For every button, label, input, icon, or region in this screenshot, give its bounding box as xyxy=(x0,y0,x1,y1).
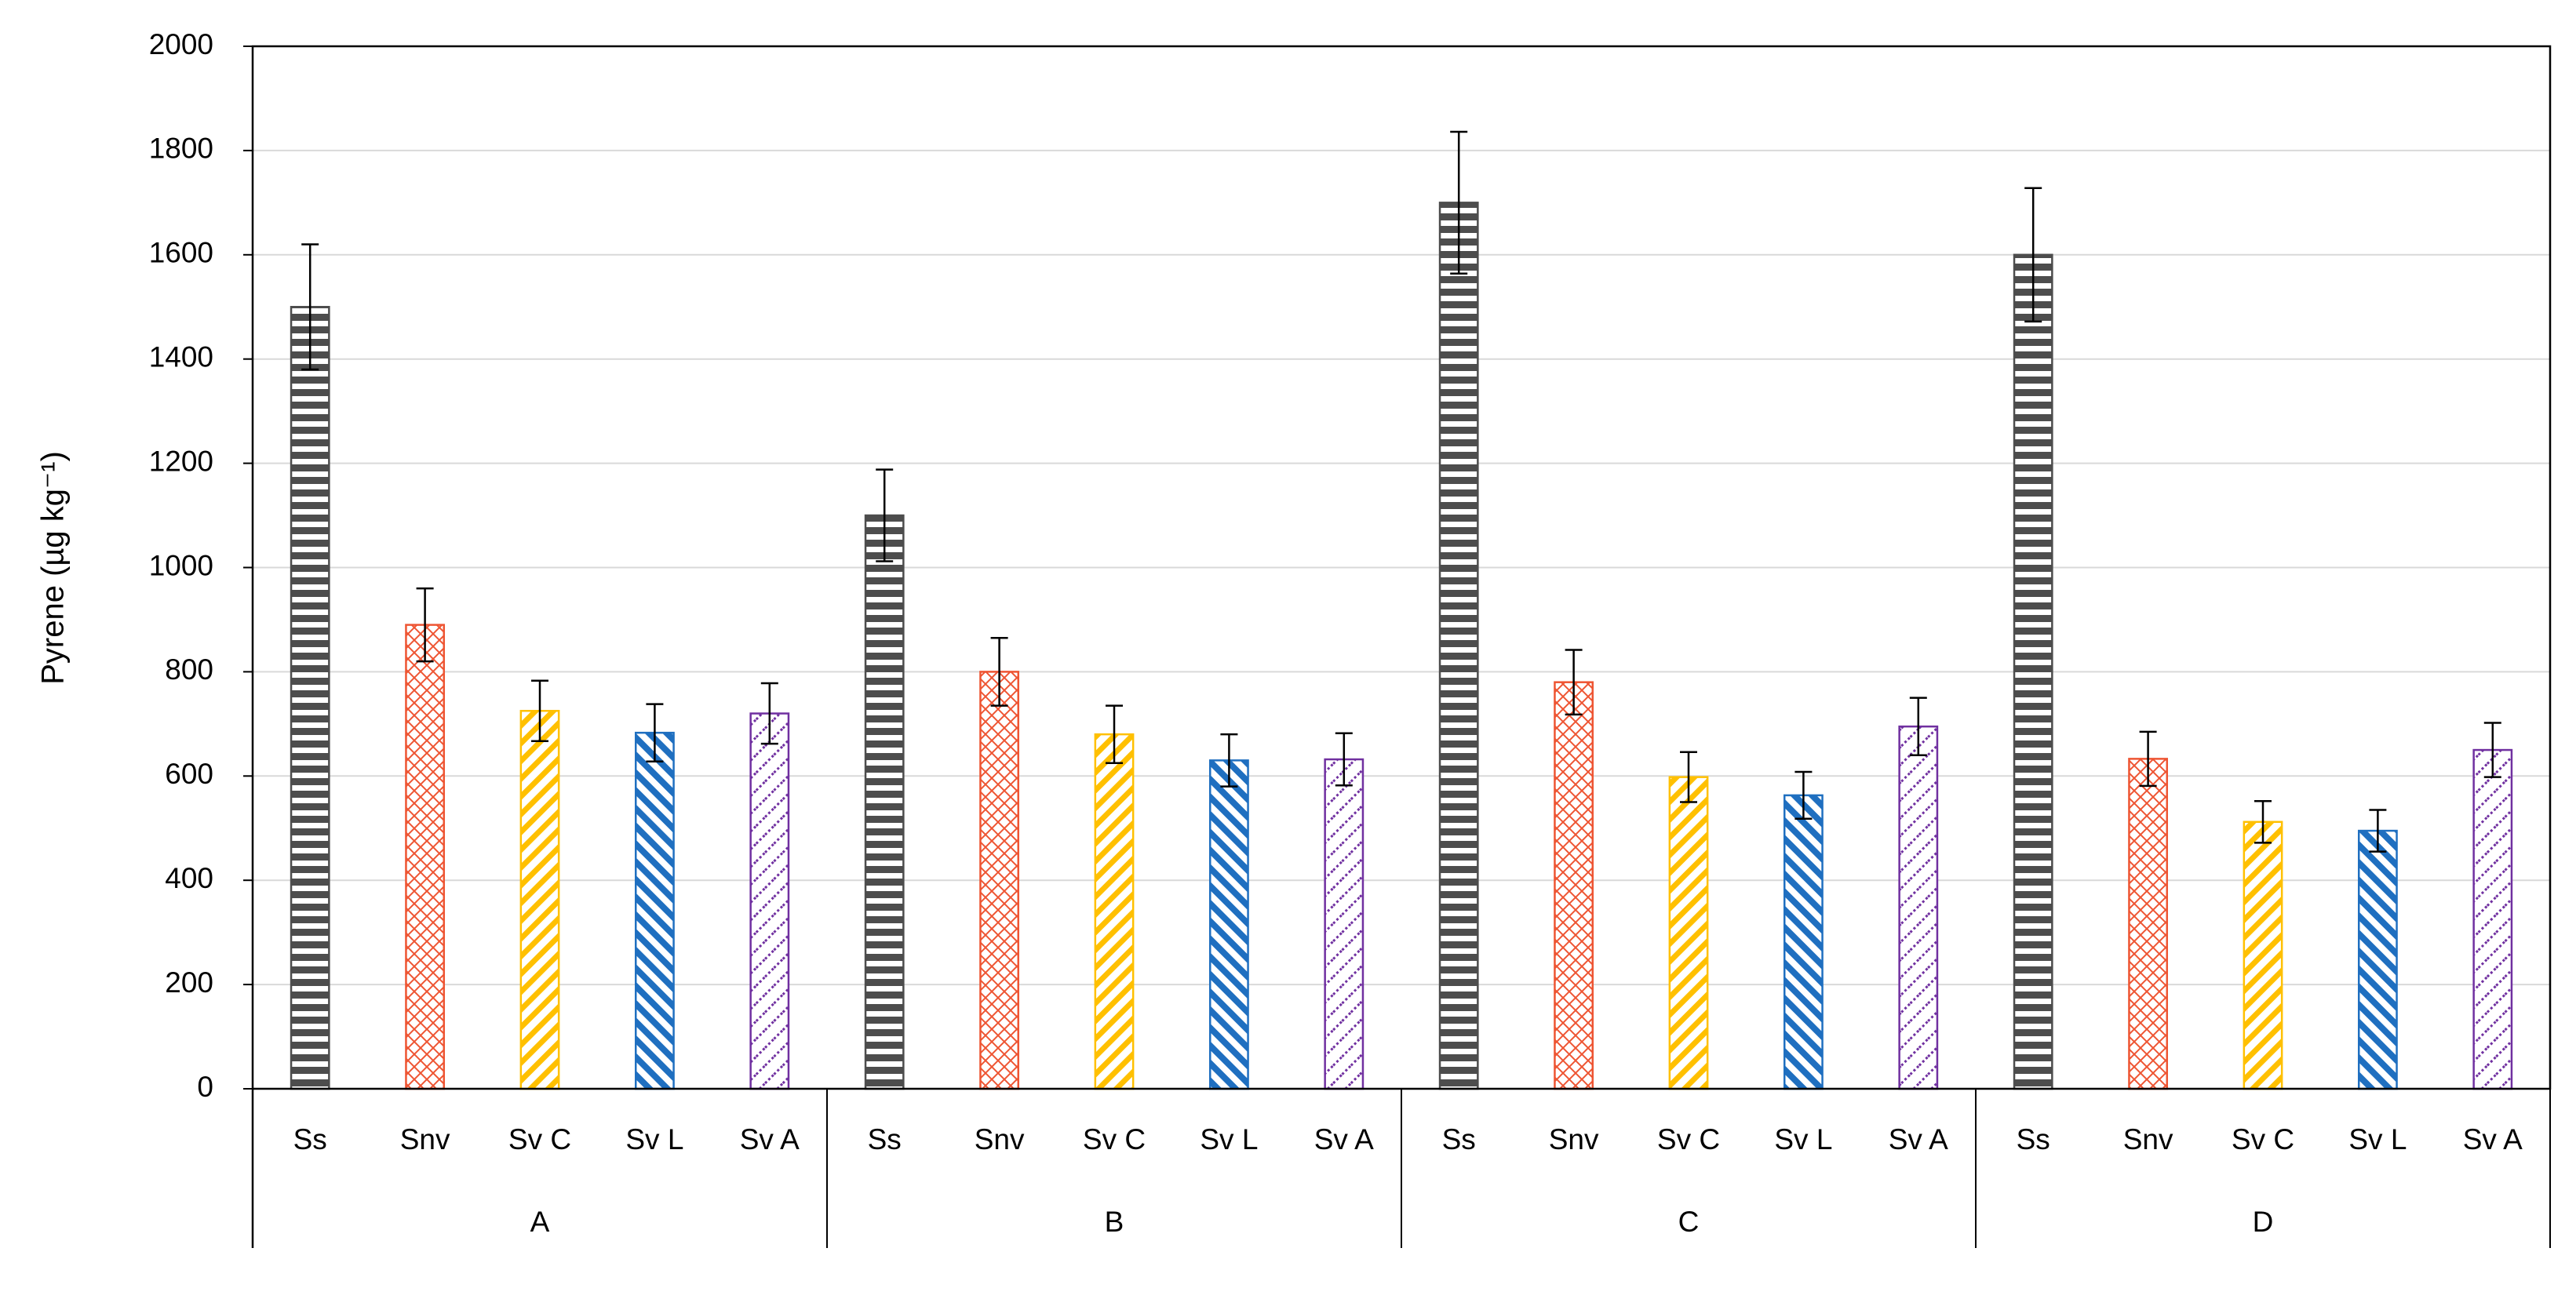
error-bar xyxy=(2139,730,2157,788)
bar xyxy=(1208,759,1249,1090)
x-tick-label: Snv xyxy=(400,1123,450,1155)
x-tick-label: Sv A xyxy=(1889,1123,1948,1155)
group-label: B xyxy=(1105,1206,1124,1238)
y-tick-label: 800 xyxy=(165,653,213,686)
bar xyxy=(749,712,790,1090)
bar xyxy=(519,709,560,1090)
error-bar xyxy=(2369,809,2387,853)
error-bar xyxy=(416,587,434,663)
group-label: C xyxy=(1678,1206,1700,1238)
x-tick-label: Sv L xyxy=(1774,1123,1832,1155)
x-tick-label: Ss xyxy=(868,1123,902,1155)
bar xyxy=(979,671,1020,1090)
x-tick-label: Sv L xyxy=(625,1123,683,1155)
bar xyxy=(1668,776,1709,1090)
bar xyxy=(2013,253,2053,1090)
y-tick-label: 1600 xyxy=(149,237,213,269)
x-tick-label: Sv A xyxy=(1314,1123,1374,1155)
bar xyxy=(405,624,446,1090)
y-tick-label: 0 xyxy=(197,1071,213,1103)
error-bar xyxy=(646,703,664,762)
x-tick-label: Sv A xyxy=(740,1123,800,1155)
x-tick-label: Sv C xyxy=(2232,1123,2294,1155)
bar xyxy=(290,306,330,1090)
x-tick-label: Sv A xyxy=(2463,1123,2523,1155)
bar xyxy=(1898,725,1939,1090)
x-tick-label: Ss xyxy=(1442,1123,1476,1155)
y-tick-label: 200 xyxy=(165,966,213,999)
error-bar xyxy=(2024,187,2042,323)
bar xyxy=(2243,821,2283,1090)
error-bar xyxy=(1909,697,1927,756)
x-tick-label: Sv C xyxy=(1657,1123,1720,1155)
error-bar xyxy=(1450,130,1468,275)
x-tick-label: Sv C xyxy=(1083,1123,1146,1155)
x-tick-label: Snv xyxy=(2123,1123,2173,1155)
x-tick-label: Sv L xyxy=(1200,1123,1258,1155)
bar xyxy=(2357,829,2398,1090)
error-bar xyxy=(1794,770,1813,821)
bar xyxy=(2128,758,2169,1090)
error-bar xyxy=(1220,733,1238,788)
error-bar xyxy=(876,468,894,562)
error-bar xyxy=(1565,649,1583,716)
error-bar xyxy=(1106,704,1123,764)
plot-frame xyxy=(251,45,2552,1248)
bar xyxy=(1783,794,1824,1090)
bar xyxy=(1554,681,1594,1090)
error-bar xyxy=(1335,732,1353,787)
x-tick-label: Ss xyxy=(2017,1123,2050,1155)
bar xyxy=(2472,748,2513,1090)
error-bar xyxy=(2254,799,2272,844)
y-tick-label: 600 xyxy=(165,758,213,790)
y-tick-label: 1200 xyxy=(149,445,213,477)
x-tick-label: Snv xyxy=(975,1123,1025,1155)
x-tick-label: Ss xyxy=(293,1123,327,1155)
error-bar xyxy=(990,636,1008,707)
y-tick-label: 1000 xyxy=(149,549,213,581)
y-tick-label: 1800 xyxy=(149,133,213,165)
group-label: D xyxy=(2253,1206,2274,1238)
x-tick-label: Sv L xyxy=(2348,1123,2407,1155)
bar xyxy=(864,514,905,1090)
bar xyxy=(1438,202,1479,1090)
bar xyxy=(634,731,675,1090)
x-tick-label: Snv xyxy=(1549,1123,1599,1155)
error-bar xyxy=(2483,722,2501,778)
error-bar xyxy=(531,679,548,743)
y-tick-label: 1400 xyxy=(149,340,213,373)
bar xyxy=(1094,733,1135,1090)
y-axis-title: Pyrene (µg kg⁻¹) xyxy=(36,451,71,685)
error-bar xyxy=(760,682,778,745)
error-bar xyxy=(1680,751,1697,803)
x-tick-label: Sv C xyxy=(508,1123,571,1155)
bar xyxy=(1324,758,1365,1090)
y-tick-label: 2000 xyxy=(149,28,213,60)
y-tick-label: 400 xyxy=(165,862,213,894)
error-bar xyxy=(301,243,319,371)
group-label: A xyxy=(530,1206,550,1238)
